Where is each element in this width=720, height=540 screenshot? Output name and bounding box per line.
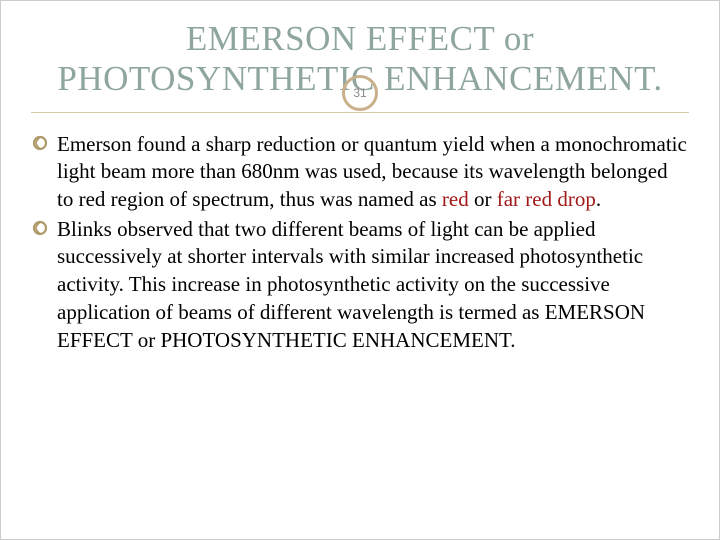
- bullet-icon: [31, 219, 49, 244]
- highlight-red: red: [442, 187, 469, 211]
- list-item: Blinks observed that two different beams…: [31, 216, 689, 355]
- content-area: Emerson found a sharp reduction or quant…: [31, 131, 689, 355]
- list-item: Emerson found a sharp reduction or quant…: [31, 131, 689, 214]
- title-divider: [31, 112, 689, 113]
- bullet-icon: [31, 134, 49, 159]
- bullet-text-2: Blinks observed that two different beams…: [57, 217, 645, 352]
- page-number-badge: 31: [342, 75, 378, 111]
- bullet-text-1c: .: [596, 187, 601, 211]
- bullet-text-1b: or: [469, 187, 497, 211]
- slide-container: EMERSON EFFECT or PHOTOSYNTHETIC ENHANCE…: [0, 0, 720, 540]
- highlight-far-red: far red drop: [497, 187, 596, 211]
- page-number: 31: [353, 86, 366, 100]
